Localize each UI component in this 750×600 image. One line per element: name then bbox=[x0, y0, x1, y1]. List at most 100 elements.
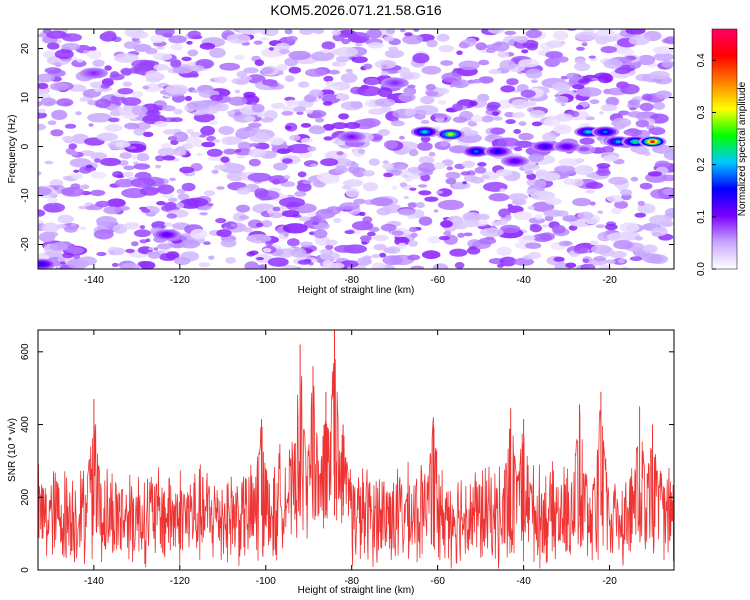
heatmap-cell bbox=[300, 137, 313, 144]
heatmap-cell bbox=[377, 87, 393, 98]
heatmap-cell bbox=[243, 67, 259, 74]
heatmap-hotspots bbox=[38, 67, 667, 269]
heatmap-cell bbox=[596, 163, 611, 169]
heatmap-cell bbox=[161, 142, 172, 149]
heatmap-cell bbox=[139, 225, 146, 230]
heatmap-cell bbox=[453, 182, 471, 190]
heatmap-cell bbox=[243, 29, 255, 35]
heatmap-cell bbox=[203, 190, 216, 197]
heatmap-cell bbox=[212, 139, 221, 144]
heatmap-cell bbox=[413, 29, 419, 32]
heatmap-cell bbox=[47, 120, 57, 126]
heatmap-cell bbox=[121, 97, 142, 106]
heatmap-cell bbox=[341, 38, 351, 45]
heatmap-cell bbox=[591, 77, 600, 81]
heatmap-cell bbox=[383, 35, 395, 42]
heatmap-cell bbox=[648, 127, 666, 136]
heatmap-cell bbox=[400, 29, 406, 33]
snr-panel: -140 -120 -100 -80 -60 -40 -20 0 200 400 600 Heig… bbox=[7, 329, 675, 596]
heatmap-cell bbox=[137, 260, 151, 267]
heatmap-cell bbox=[94, 158, 101, 163]
heatmap-cell bbox=[285, 125, 292, 130]
heatmap-cell bbox=[487, 29, 505, 34]
heatmap-cell bbox=[141, 208, 151, 213]
heatmap-cell bbox=[404, 108, 417, 117]
heatmap-cell bbox=[397, 165, 407, 171]
heatmap-cell bbox=[260, 117, 274, 123]
heatmap-cell bbox=[62, 136, 74, 141]
heatmap-cell bbox=[143, 131, 154, 137]
heatmap-cell bbox=[534, 179, 547, 189]
heatmap-hotspot bbox=[422, 130, 428, 134]
heatmap-cell bbox=[302, 180, 311, 185]
heatmap-cell bbox=[258, 264, 267, 269]
heatmap-cell bbox=[421, 65, 442, 75]
heatmap-cell bbox=[340, 73, 358, 83]
heatmap-cell bbox=[276, 148, 291, 154]
heatmap-cell bbox=[653, 52, 674, 62]
heatmap-cell bbox=[530, 190, 556, 201]
heatmap-cell bbox=[434, 113, 448, 119]
heatmap-cell bbox=[249, 143, 260, 147]
heatmap-cell bbox=[390, 169, 403, 176]
heatmap-cell bbox=[469, 122, 478, 127]
heatmap-cell bbox=[553, 124, 572, 135]
x-tick-label: -20 bbox=[602, 275, 617, 286]
heatmap-cell bbox=[462, 211, 482, 222]
heatmap-cell bbox=[362, 170, 375, 177]
heatmap-cell bbox=[642, 253, 663, 264]
heatmap-cell bbox=[75, 111, 82, 116]
heatmap-cell bbox=[288, 50, 312, 60]
heatmap-cell bbox=[135, 122, 151, 130]
heatmap-cell bbox=[499, 59, 516, 71]
heatmap-cell bbox=[233, 55, 245, 60]
heatmap-cell bbox=[243, 91, 256, 98]
snr-y-ticks: 0 200 400 600 bbox=[20, 343, 674, 573]
y-tick-label: 10 bbox=[20, 92, 31, 104]
heatmap-cell bbox=[40, 97, 57, 107]
heatmap-cell bbox=[66, 246, 84, 255]
heatmap-cell bbox=[655, 90, 672, 99]
heatmap-cell bbox=[216, 229, 232, 238]
heatmap-cell bbox=[235, 79, 249, 85]
heatmap-cell bbox=[297, 171, 307, 178]
heatmap-cell bbox=[496, 169, 512, 177]
heatmap-cell bbox=[380, 71, 389, 76]
heatmap-cell bbox=[56, 98, 74, 107]
snr-y-label: SNR (10 * v/v) bbox=[7, 418, 18, 482]
heatmap-cell bbox=[513, 129, 521, 134]
heatmap-cell bbox=[589, 99, 600, 105]
heatmap-cell bbox=[170, 117, 183, 123]
heatmap-cell bbox=[341, 185, 352, 190]
heatmap-cell bbox=[153, 52, 173, 61]
heatmap-cell bbox=[61, 33, 82, 42]
heatmap-cell bbox=[497, 51, 510, 58]
heatmap-cell bbox=[469, 100, 478, 107]
heatmap-cell bbox=[635, 244, 644, 248]
heatmap-cell bbox=[452, 116, 468, 123]
heatmap-cell bbox=[595, 224, 606, 229]
heatmap-cell bbox=[386, 29, 396, 34]
heatmap-cell bbox=[331, 122, 348, 130]
heatmap-cell bbox=[328, 69, 340, 75]
heatmap-cell bbox=[606, 195, 626, 203]
heatmap-cell bbox=[248, 122, 262, 128]
heatmap-cell bbox=[228, 96, 248, 106]
heatmap-cell bbox=[473, 78, 482, 84]
heatmap-cell bbox=[511, 99, 529, 109]
heatmap-cell bbox=[588, 55, 596, 59]
heatmap-cell bbox=[299, 29, 315, 35]
heatmap-cell bbox=[192, 89, 200, 94]
heatmap-cell bbox=[518, 132, 534, 141]
heatmap-cell bbox=[313, 229, 328, 239]
heatmap-cell bbox=[107, 198, 126, 208]
heatmap-cell bbox=[555, 113, 573, 122]
heatmap-cell bbox=[397, 242, 407, 249]
heatmap-cell bbox=[449, 84, 455, 88]
heatmap-cell bbox=[282, 264, 299, 269]
heatmap-cell bbox=[218, 125, 235, 135]
heatmap-cell bbox=[70, 151, 79, 157]
heatmap-cell bbox=[528, 251, 542, 260]
heatmap-cell bbox=[651, 231, 663, 237]
heatmap-cell bbox=[589, 201, 596, 206]
